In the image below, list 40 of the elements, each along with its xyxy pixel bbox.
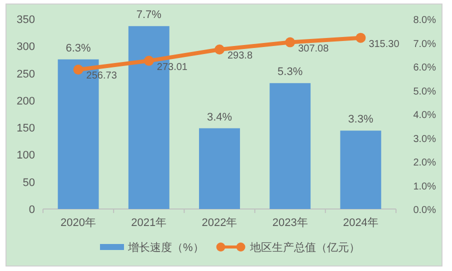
y2-tick-label: 5.0% [413, 86, 436, 98]
y-tick-label: 250 [16, 68, 35, 80]
data-label: 307.08 [298, 43, 330, 54]
data-label: 6.3% [66, 42, 92, 54]
data-label: 3.3% [348, 114, 374, 126]
x-tick-label: 2021年 [131, 217, 167, 229]
y2-tick-label: 3.0% [413, 134, 436, 145]
y-tick-label: 0 [28, 204, 35, 216]
y-tick-label: 50 [22, 176, 35, 189]
y2-tick-label: 2.0% [413, 158, 436, 168]
data-label: 315.30 [368, 38, 400, 50]
y2-tick-label: 1.0% [413, 181, 436, 192]
y2-tick-label: 4.0% [413, 110, 436, 121]
y-tick-label: 150 [16, 122, 35, 135]
data-label: 3.4% [206, 111, 232, 124]
y-tick-label: 300 [16, 41, 35, 54]
legend-label: 增长速度（%） [127, 241, 204, 254]
y2-tick-label: 6.0% [413, 62, 436, 74]
bar [270, 83, 311, 209]
point [285, 37, 296, 48]
point [214, 44, 224, 55]
data-label: 293.8 [228, 50, 253, 62]
point [73, 64, 84, 75]
bar [340, 130, 382, 209]
x-tick-label: 2020年 [60, 217, 96, 229]
point [356, 32, 366, 43]
x-tick-label: 2024年 [342, 217, 378, 229]
legend-label: 地区生产总值（亿元） [248, 241, 360, 254]
data-label: 5.3% [278, 66, 303, 78]
y-tick-label: 200 [16, 95, 35, 108]
y2-tick-label: 8.0% [413, 15, 436, 26]
y-tick-label: 100 [16, 150, 35, 162]
bar [199, 128, 240, 209]
x-tick-label: 2022年 [202, 217, 238, 229]
data-label: 7.7% [136, 9, 162, 22]
y2-tick-label: 0.0% [413, 205, 436, 216]
y-tick-label: 350 [16, 14, 35, 26]
point [144, 56, 154, 66]
y2-tick-label: 7.0% [413, 38, 436, 50]
x-tick-label: 2023年 [272, 217, 308, 229]
